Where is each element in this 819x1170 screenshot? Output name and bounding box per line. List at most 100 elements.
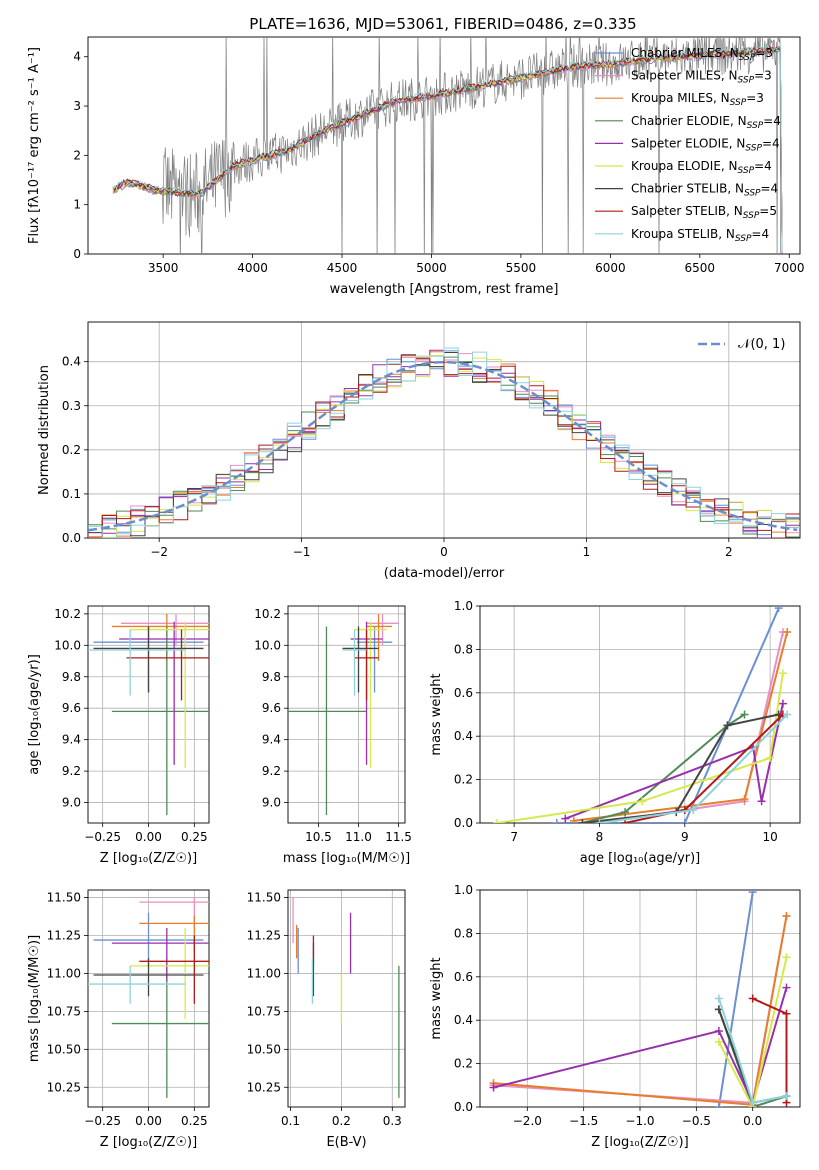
- legend-label: Salpeter MILES, NSSP=3: [631, 69, 772, 86]
- legend-label: Kroupa MILES, NSSP=3: [631, 91, 764, 108]
- x-tick-label: 9: [681, 830, 689, 844]
- y-tick-label: 9.6: [62, 701, 81, 715]
- panel-weight-vs-age: 7 8 9 10 0.0 0.2 0.4 0.6 0.8 1.0 age [log₁₀(age/yr…: [429, 599, 801, 866]
- y-tick-label: 11.25: [47, 929, 81, 943]
- legend-sub: SSP: [745, 143, 762, 153]
- model-spectrum: [112, 45, 783, 252]
- weight-point: [638, 797, 647, 806]
- y-tick-label: 10.75: [47, 1004, 81, 1018]
- x-tick-label: 0.1: [281, 1114, 300, 1128]
- x-tick-label: 0.2: [332, 1114, 351, 1128]
- x-tick-label: 0.3: [383, 1114, 402, 1128]
- legend-label: Salpeter STELIB, NSSP=5: [631, 204, 777, 221]
- y-tick-label: 10.0: [254, 638, 281, 652]
- model-spectrum: [112, 44, 783, 253]
- x-tick-label: 4000: [237, 261, 268, 275]
- weight-point: [489, 1083, 498, 1092]
- y-tick-label: 10.50: [247, 1042, 281, 1056]
- x-axis-label: Z [log₁₀(Z/Z☉)]: [591, 1135, 688, 1150]
- observed-spectrum: [112, 37, 783, 254]
- y-tick-label: 2: [73, 148, 81, 162]
- plot-area: [88, 347, 800, 538]
- plot-area: [489, 890, 791, 1107]
- x-tick-label: 0.0: [743, 1114, 762, 1128]
- weight-point: [595, 819, 604, 823]
- weight-point: [783, 628, 792, 637]
- y-tick-label: 0.1: [62, 487, 81, 501]
- x-tick-label: 5500: [506, 261, 537, 275]
- y-axis-label: mass [log₁₀(M/M☉)]: [27, 935, 42, 1062]
- legend-text: Salpeter ELODIE, N: [631, 136, 745, 150]
- weight-point: [748, 994, 757, 1003]
- panel-mass-vs-ebv: 0.1 0.2 0.3 10.25 10.50 10.75 11.00 11.25 11.50 E…: [247, 889, 406, 1150]
- weight-point: [766, 753, 775, 762]
- panel-age-vs-Z: −0.25 0.00 0.25 9.0 9.2 9.4 9.6 9.8 10.0 10.2 Z [l…: [27, 605, 210, 866]
- y-tick-label: 0.8: [454, 642, 473, 656]
- y-tick-label: 0.0: [62, 531, 81, 545]
- axes-frame: [479, 889, 801, 1108]
- x-tick-label: 0: [440, 545, 448, 559]
- legend-label: Chabrier ELODIE, NSSP=4: [631, 114, 781, 131]
- weight-point: [578, 819, 587, 823]
- x-axis-label: age [log₁₀(age/yr)]: [580, 851, 701, 866]
- y-tick-label: 9.2: [62, 764, 81, 778]
- y-tick-label: 10.50: [47, 1042, 81, 1056]
- weight-point: [748, 1098, 757, 1107]
- x-axis-label: wavelength [Angstrom, rest frame]: [330, 282, 559, 297]
- x-tick-label: 11.0: [345, 830, 372, 844]
- y-tick-label: 3: [73, 99, 81, 113]
- x-tick-label: 0.00: [135, 1114, 162, 1128]
- weight-point: [723, 721, 732, 730]
- y-axis-label: mass weight: [429, 957, 444, 1039]
- legend-label: Chabrier STELIB, NSSP=4: [631, 182, 778, 199]
- legend-text: Chabrier ELODIE, N: [631, 114, 747, 128]
- y-tick-label: 10.25: [47, 1080, 81, 1094]
- x-axis-label: Z [log₁₀(Z/Z☉)]: [100, 1135, 197, 1150]
- x-axis-label: E(B-V): [326, 1135, 366, 1150]
- y-tick-label: 11.25: [247, 929, 281, 943]
- legend-tail: =4: [762, 136, 780, 150]
- x-tick-label: 7000: [774, 261, 805, 275]
- y-tick-label: 9.6: [262, 701, 281, 715]
- y-tick-label: 0.8: [454, 926, 473, 940]
- x-axis-label: Z [log₁₀(Z/Z☉)]: [100, 851, 197, 866]
- panel-weight-vs-Z: −2.0 −1.5 −1.0 −0.5 0.0 0.0 0.2 0.4 0.6 0.8 1.0 Z […: [429, 883, 801, 1150]
- legend-tail: =4: [751, 227, 769, 241]
- axes-frame: [287, 605, 406, 824]
- legend-sub: SSP: [747, 121, 764, 131]
- x-axis-label: (data-model)/error: [384, 566, 505, 581]
- x-tick-label: 6000: [595, 261, 626, 275]
- y-tick-label: 9.8: [62, 670, 81, 684]
- y-tick-label: 0.6: [454, 970, 473, 984]
- legend-label: 𝒩(0, 1): [738, 337, 785, 352]
- weight-point: [714, 1037, 723, 1046]
- legend-label: Kroupa ELODIE, NSSP=4: [631, 159, 772, 176]
- panel-residual-histogram: −2 −1 0 1 2 0.0 0.1 0.2 0.3 0.4 (data-model)/error…: [37, 321, 801, 581]
- panel-mass-vs-Z: −0.25 0.00 0.25 10.25 10.50 10.75 11.00 11.25 11…: [27, 889, 210, 1150]
- legend-label: Salpeter ELODIE, NSSP=4: [631, 136, 780, 153]
- x-tick-label: 0.00: [135, 830, 162, 844]
- legend-tail: =4: [754, 159, 772, 173]
- y-tick-label: 0.2: [454, 1057, 473, 1071]
- plot-area: [292, 897, 400, 1098]
- plot-area: [88, 613, 209, 816]
- legend-tail: =4: [761, 182, 779, 196]
- y-tick-label: 0.4: [62, 355, 81, 369]
- weight-point: [740, 710, 749, 719]
- y-tick-label: 10.2: [254, 607, 281, 621]
- weight-point: [621, 808, 630, 817]
- weight-point: [680, 819, 689, 823]
- x-tick-label: −1.0: [625, 1114, 654, 1128]
- x-tick-label: 10.5: [305, 830, 332, 844]
- y-tick-label: 11.50: [247, 891, 281, 905]
- x-tick-label: 0.25: [181, 1114, 208, 1128]
- weight-point: [757, 797, 766, 806]
- x-tick-label: −0.25: [84, 1114, 121, 1128]
- weight-series: [718, 957, 788, 1107]
- y-tick-label: 0.2: [454, 773, 473, 787]
- weight-point: [778, 669, 787, 678]
- y-tick-label: 11.50: [47, 891, 81, 905]
- x-tick-label: 8: [596, 830, 604, 844]
- weight-point: [748, 890, 757, 897]
